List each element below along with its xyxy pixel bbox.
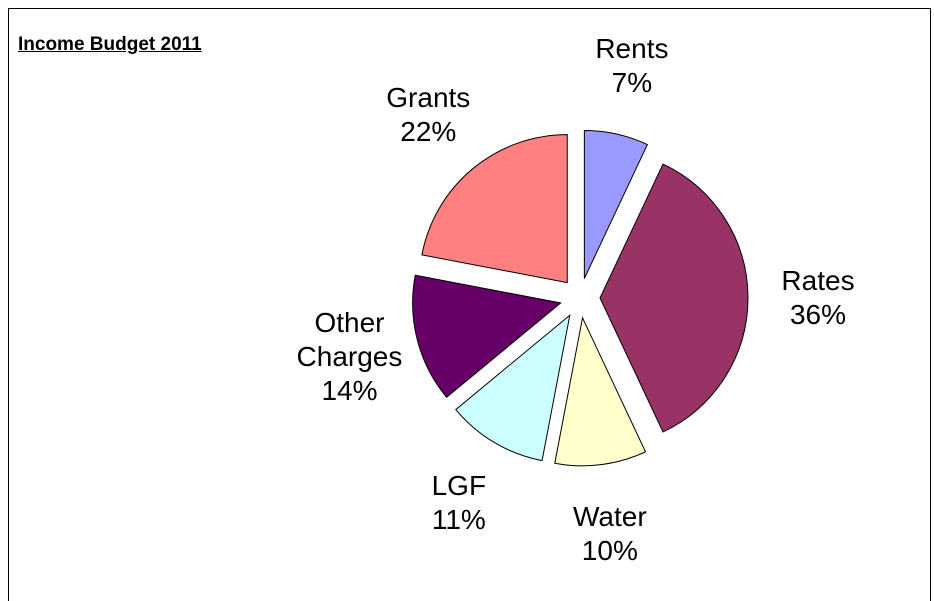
pie-slice [599, 163, 749, 433]
slice-label: Other Charges 14% [284, 306, 414, 408]
pie-slice [412, 274, 562, 399]
slice-label-name: Grants [386, 81, 471, 113]
chart-title: Income Budget 2011 [18, 34, 202, 55]
slice-label-name: Water [573, 501, 647, 533]
chart-frame [8, 8, 931, 601]
slice-label-value: 14% [321, 375, 378, 407]
slice-label-name: Rates [781, 265, 855, 296]
slice-label-value: 36% [789, 299, 847, 330]
slice-label-value: 22% [400, 115, 457, 147]
slice-label: Water 10% [545, 500, 675, 568]
slice-label: Rents 7% [567, 32, 697, 100]
slice-label: Grants 22% [363, 81, 493, 149]
slice-label: Rates 36% [753, 264, 883, 332]
slice-label-value: 10% [581, 535, 638, 567]
slice-label-name: LGF [431, 469, 487, 501]
slice-label-value: 11% [431, 503, 486, 535]
pie-slice [455, 313, 571, 462]
slice-label-name: Other Charges [296, 307, 403, 373]
slice-label-name: Rents [595, 32, 669, 64]
slice-label-value: 7% [611, 66, 653, 98]
pie-slice [583, 129, 649, 279]
pie-slice [554, 316, 647, 467]
slice-label: LGF 11% [394, 469, 524, 537]
pie-slice [421, 134, 568, 284]
